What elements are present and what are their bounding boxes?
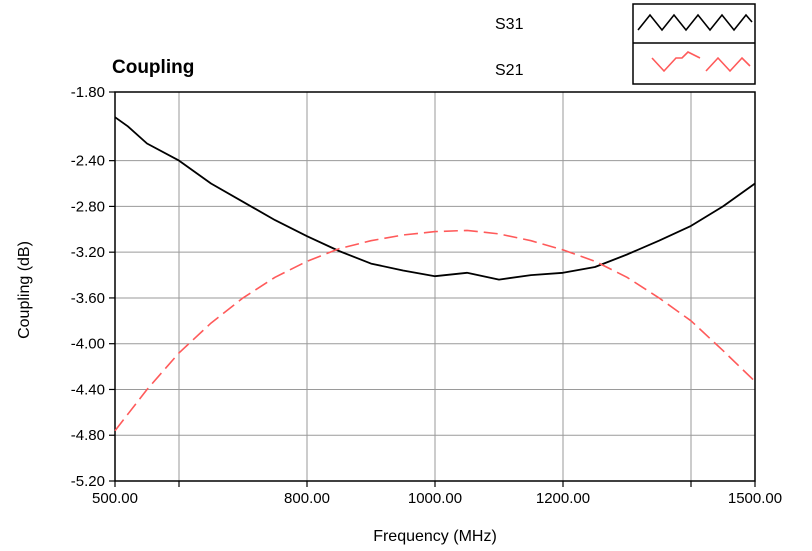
chart-title: Coupling: [112, 57, 194, 78]
y-tick-label: -2.40: [71, 153, 105, 170]
legend-swatch-s31: [637, 13, 753, 32]
x-axis: 500.00 800.00 1000.00 1200.00 1500.00: [92, 481, 782, 507]
y-tick-label: -4.80: [71, 427, 105, 444]
y-axis-label: Coupling (dB): [16, 241, 33, 339]
legend-label-s21: S21: [495, 62, 524, 79]
legend-box: [632, 3, 756, 85]
legend-swatch-s21: [651, 51, 701, 73]
legend-label-s31: S31: [495, 16, 524, 33]
y-tick-label: -2.80: [71, 198, 105, 215]
x-tick-label: 1000.00: [408, 490, 462, 507]
y-tick-label: -3.60: [71, 290, 105, 307]
series-line-s21: [114, 229, 756, 432]
y-tick-label: -4.00: [71, 336, 105, 353]
x-tick-label: 1200.00: [536, 490, 590, 507]
series-line-s31: [114, 116, 756, 281]
y-tick-label: -5.20: [71, 473, 105, 490]
x-tick-label: 500.00: [92, 490, 138, 507]
legend: S31 S21: [495, 3, 756, 85]
y-tick-label: -3.20: [71, 244, 105, 261]
series-layer: [114, 116, 756, 432]
x-axis-label: Frequency (MHz): [373, 528, 497, 545]
x-tick-label: 1500.00: [728, 490, 782, 507]
y-tick-label: -4.40: [71, 381, 105, 398]
legend-swatch-s21-tail: [705, 56, 751, 73]
x-tick-label: 800.00: [284, 490, 330, 507]
y-tick-label: -1.80: [71, 84, 105, 101]
y-axis: -1.80 -2.40 -2.80 -3.20 -3.60 -4.00 -4.40 -4.80…: [71, 84, 115, 490]
